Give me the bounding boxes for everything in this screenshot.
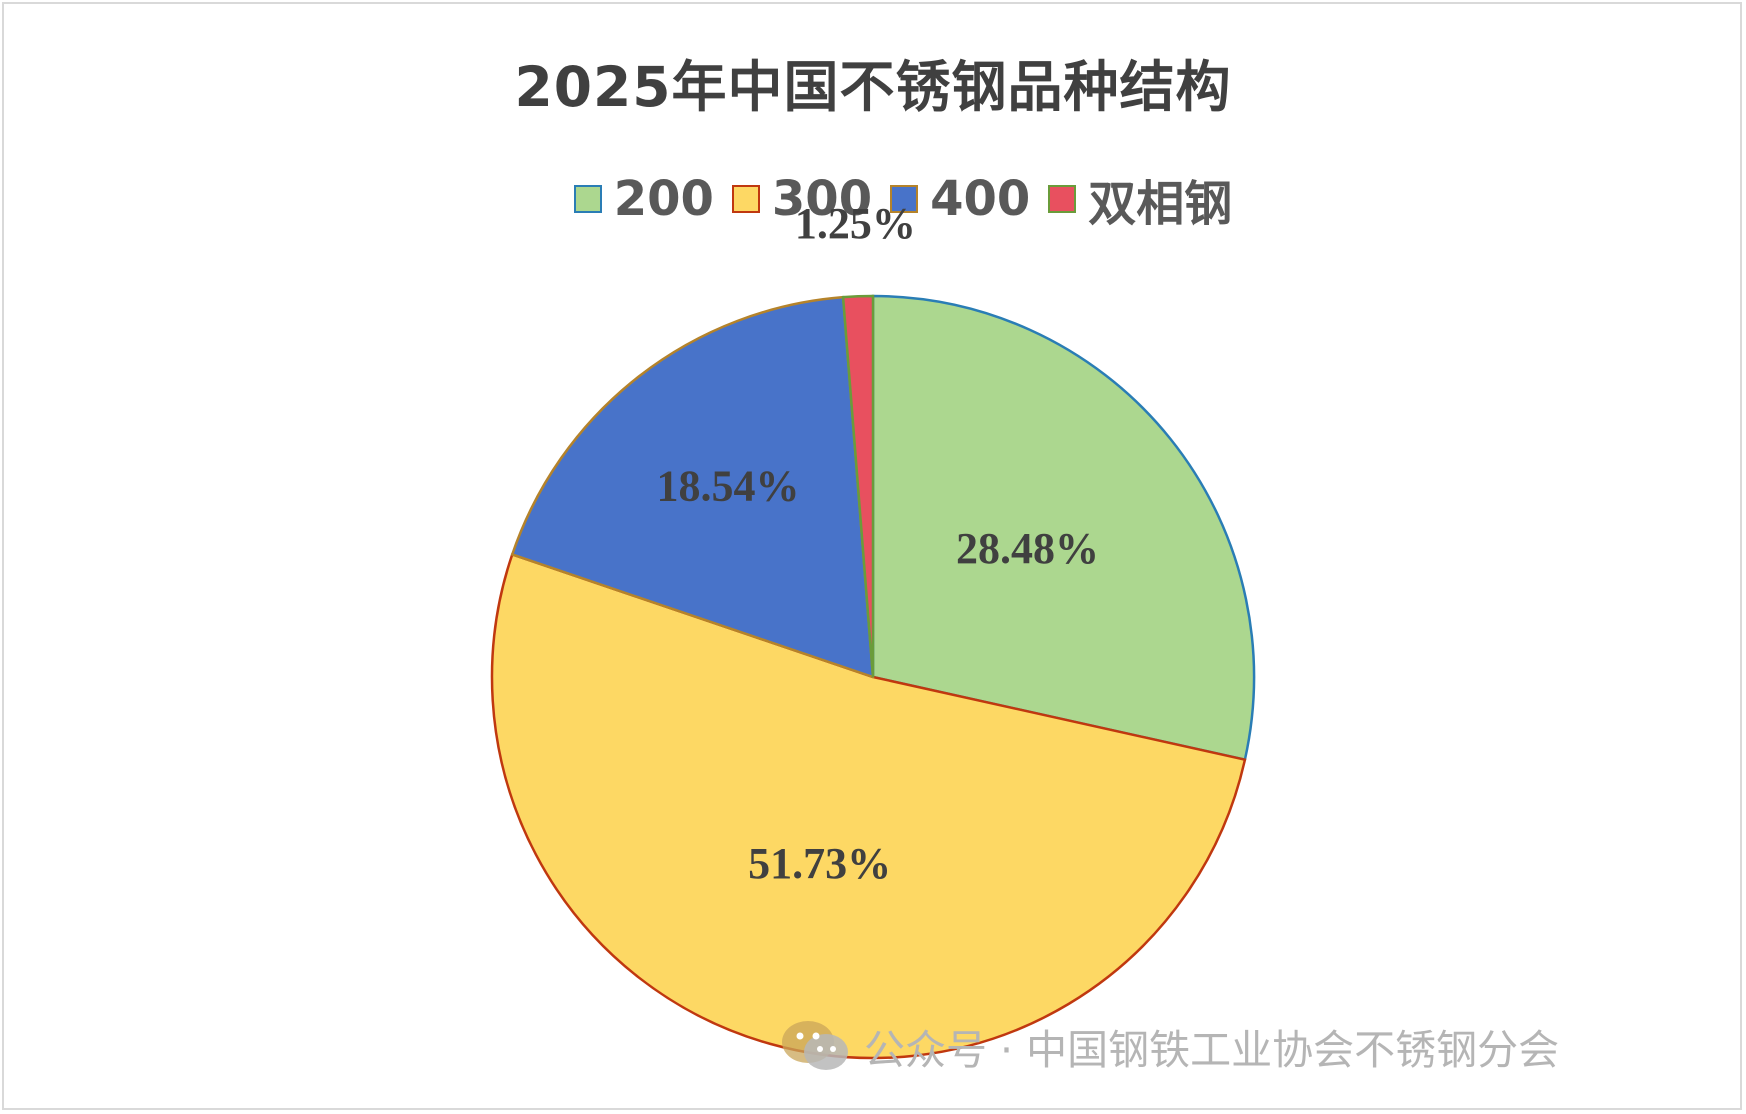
legend-label: 200: [613, 171, 714, 227]
watermark-text: 公众号 · 中国钢铁工业协会不锈钢分会: [864, 1026, 1560, 1074]
data-label-2: 18.54%: [656, 462, 799, 511]
pie-slice-2: [510, 295, 875, 679]
legend-item-1: 300: [731, 171, 873, 227]
pie-slice-3: [841, 294, 875, 678]
legend-label: 400: [930, 171, 1031, 227]
data-label-1: 51.73%: [748, 839, 891, 888]
chart-title: 2025年中国不锈钢品种结构: [514, 55, 1232, 119]
legend-swatch: [1048, 185, 1077, 213]
legend-label: 300: [771, 171, 873, 227]
pie-slice-0: [871, 294, 1256, 762]
watermark: 公众号 · 中国钢铁工业协会不锈钢分会: [780, 1016, 1559, 1076]
legend-label: 双相钢: [1088, 176, 1233, 232]
legend-item-2: 400: [890, 171, 1030, 227]
wechat-icon: [782, 1021, 848, 1070]
data-label-3: 1.25%: [795, 199, 916, 248]
chart-legend: 200 300 400 双相钢: [0, 164, 1746, 234]
legend-item-0: 200: [573, 171, 714, 227]
legend-swatch: [890, 185, 919, 213]
legend-swatch: [573, 185, 602, 213]
data-label-0: 28.48%: [956, 524, 1099, 573]
legend-swatch: [731, 185, 760, 213]
legend-item-3: 双相钢: [1048, 164, 1232, 234]
pie-slice-1: [490, 552, 1247, 1060]
